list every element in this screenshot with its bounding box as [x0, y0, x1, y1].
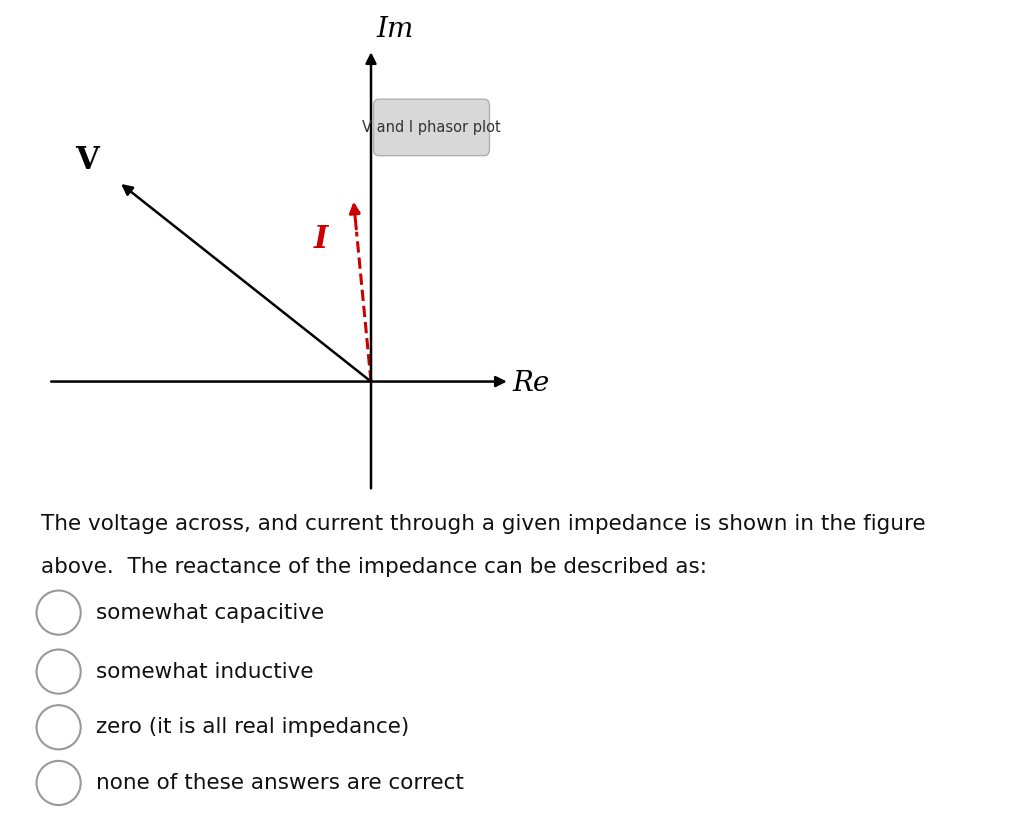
Text: above.  The reactance of the impedance can be described as:: above. The reactance of the impedance ca…	[41, 557, 707, 577]
Text: V and I phasor plot: V and I phasor plot	[362, 120, 501, 135]
Text: zero (it is all real impedance): zero (it is all real impedance)	[96, 717, 409, 737]
Text: none of these answers are correct: none of these answers are correct	[96, 773, 464, 793]
FancyBboxPatch shape	[374, 99, 489, 156]
Text: Re: Re	[512, 369, 550, 396]
Text: I: I	[314, 224, 328, 255]
Text: V: V	[75, 145, 98, 175]
Text: somewhat capacitive: somewhat capacitive	[96, 603, 324, 622]
Text: Im: Im	[377, 16, 414, 43]
Text: The voltage across, and current through a given impedance is shown in the figure: The voltage across, and current through …	[41, 514, 925, 534]
Text: somewhat inductive: somewhat inductive	[96, 662, 313, 681]
